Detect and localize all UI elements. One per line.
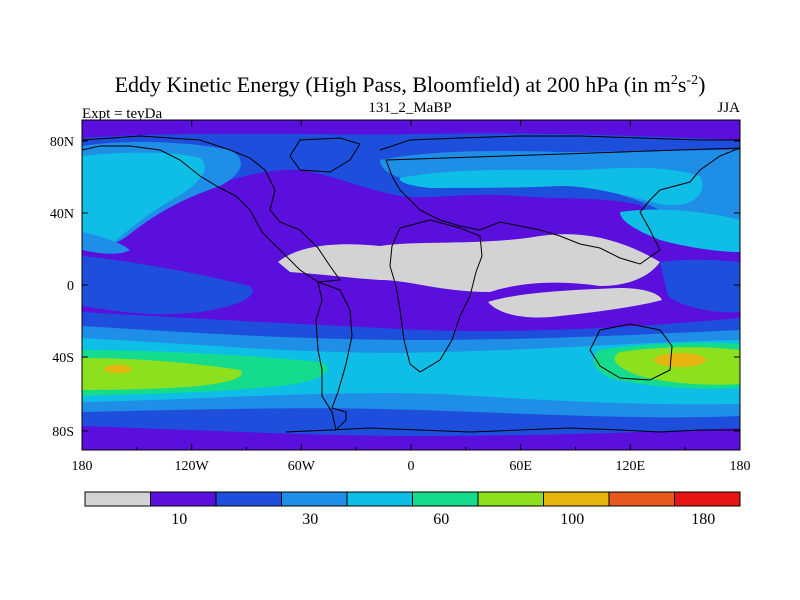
field-below-10-north <box>278 234 660 292</box>
field-south-polar-10-30 <box>82 426 740 450</box>
colorbar-swatch <box>215 491 282 507</box>
outline-antarctica <box>285 427 740 433</box>
colorbar-label: 60 <box>433 511 449 528</box>
field-northwest-60 <box>82 232 130 254</box>
outline-australia <box>589 323 673 381</box>
colorbar-swatch <box>412 491 479 507</box>
field-northeast-100 <box>620 209 740 252</box>
x-tick-label: 0 <box>408 459 415 474</box>
field-north-100-right <box>399 167 703 206</box>
y-axis: 80N 40N 0 40S 80S <box>50 135 740 440</box>
y-tick-label: 40S <box>52 351 74 366</box>
field-tropical-30-east <box>660 259 740 313</box>
y-tick-label: 80N <box>50 135 74 150</box>
x-tick-label: 120W <box>175 459 210 474</box>
x-tick-label: 60E <box>509 459 532 474</box>
outline-greenland <box>289 137 361 173</box>
colorbar-label: 30 <box>302 511 318 528</box>
colorbar-swatch <box>281 491 348 507</box>
colorbar-label: 180 <box>691 511 715 528</box>
subtitle-center: 131_2_MaBP <box>368 100 451 116</box>
land-outlines <box>82 135 740 433</box>
colorbar-swatch <box>674 491 741 507</box>
y-tick-label: 80S <box>52 425 74 440</box>
field-south-max-west <box>104 365 132 373</box>
field-tropical-30 <box>82 256 253 315</box>
subtitle-left: Expt = teyDa <box>82 106 162 122</box>
colorbar-swatch <box>150 491 217 507</box>
y-tick-label: 40N <box>50 207 74 222</box>
colorbar-swatch <box>608 491 675 507</box>
colorbar-swatch <box>84 491 151 507</box>
x-tick-label: 180 <box>730 459 751 474</box>
colorbar-swatch <box>543 491 610 507</box>
outline-south-america <box>315 281 353 431</box>
colorbar-label: 10 <box>171 511 187 528</box>
x-axis: 180 120W 60W 0 60E 120E 180 <box>72 120 751 474</box>
outline-africa <box>389 219 483 373</box>
colorbar: 10 30 60 100 180 <box>84 491 741 528</box>
field-below-10-south <box>488 288 662 318</box>
outline-eurasia <box>379 135 740 265</box>
colorbar-label: 100 <box>560 511 584 528</box>
outline-north-america <box>82 135 341 283</box>
colorbar-swatch <box>477 491 544 507</box>
field-south-max-east <box>654 353 706 367</box>
x-tick-label: 120E <box>616 459 646 474</box>
chart-title: Eddy Kinetic Energy (High Pass, Bloomfie… <box>115 72 706 97</box>
subtitle-right: JJA <box>717 100 740 116</box>
x-tick-label: 60W <box>288 459 316 474</box>
field-north-100-left <box>82 152 205 248</box>
map-field <box>82 120 740 450</box>
y-tick-label: 0 <box>67 279 74 294</box>
x-tick-label: 180 <box>72 459 93 474</box>
colorbar-swatch <box>346 491 413 507</box>
